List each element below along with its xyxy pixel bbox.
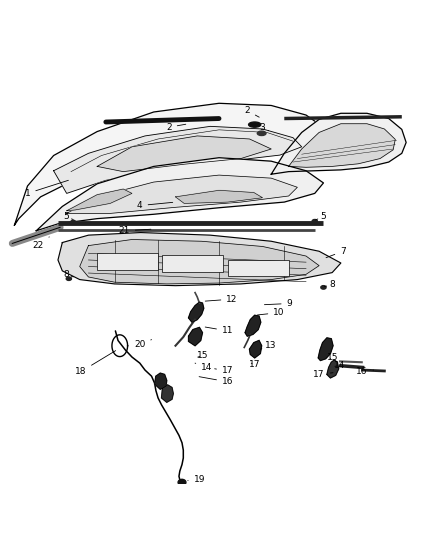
Bar [162,255,223,272]
Polygon shape [245,315,261,336]
Ellipse shape [312,220,318,223]
Bar [228,261,289,276]
Ellipse shape [321,286,326,289]
Text: 15: 15 [197,351,208,360]
Text: 17: 17 [249,360,261,369]
Text: 11: 11 [205,326,233,335]
Polygon shape [162,385,173,402]
Text: 1: 1 [25,180,68,198]
Text: 22: 22 [33,237,49,250]
Text: 10: 10 [258,308,285,317]
Polygon shape [188,302,204,322]
Text: 19: 19 [188,475,205,484]
Polygon shape [250,341,261,358]
Text: 12: 12 [205,295,238,304]
Text: 5: 5 [63,212,73,221]
Text: 5: 5 [316,212,326,221]
Ellipse shape [178,479,186,486]
Text: 16: 16 [199,377,233,386]
Text: 17: 17 [215,367,233,375]
Ellipse shape [71,220,76,224]
Polygon shape [327,360,339,378]
Polygon shape [289,124,395,167]
Polygon shape [97,136,271,172]
Polygon shape [155,373,167,389]
Text: 2: 2 [244,106,259,117]
Text: 18: 18 [75,351,116,376]
Ellipse shape [249,122,261,127]
Text: 14: 14 [334,361,346,370]
Text: 15: 15 [327,352,339,361]
Text: 21: 21 [118,227,151,235]
Text: 8: 8 [63,270,73,279]
Text: 13: 13 [260,341,276,350]
Polygon shape [318,338,333,360]
Text: 20: 20 [134,340,152,349]
Polygon shape [176,190,262,204]
Text: 16: 16 [356,367,374,376]
Text: 2: 2 [166,123,186,132]
Polygon shape [188,327,202,346]
Polygon shape [14,103,323,225]
Text: 4: 4 [137,201,173,210]
Text: 17: 17 [313,370,333,379]
Polygon shape [271,114,406,174]
Text: 7: 7 [326,247,346,257]
Ellipse shape [66,277,71,280]
Polygon shape [80,239,319,284]
Text: 8: 8 [324,280,335,289]
Polygon shape [67,175,297,213]
Text: 14: 14 [195,363,212,372]
Polygon shape [53,126,302,193]
Polygon shape [36,158,323,231]
Bar [97,253,158,270]
Polygon shape [67,189,132,211]
Polygon shape [58,232,341,286]
Text: 9: 9 [265,299,293,308]
Ellipse shape [257,131,266,135]
Text: 3: 3 [260,123,268,132]
